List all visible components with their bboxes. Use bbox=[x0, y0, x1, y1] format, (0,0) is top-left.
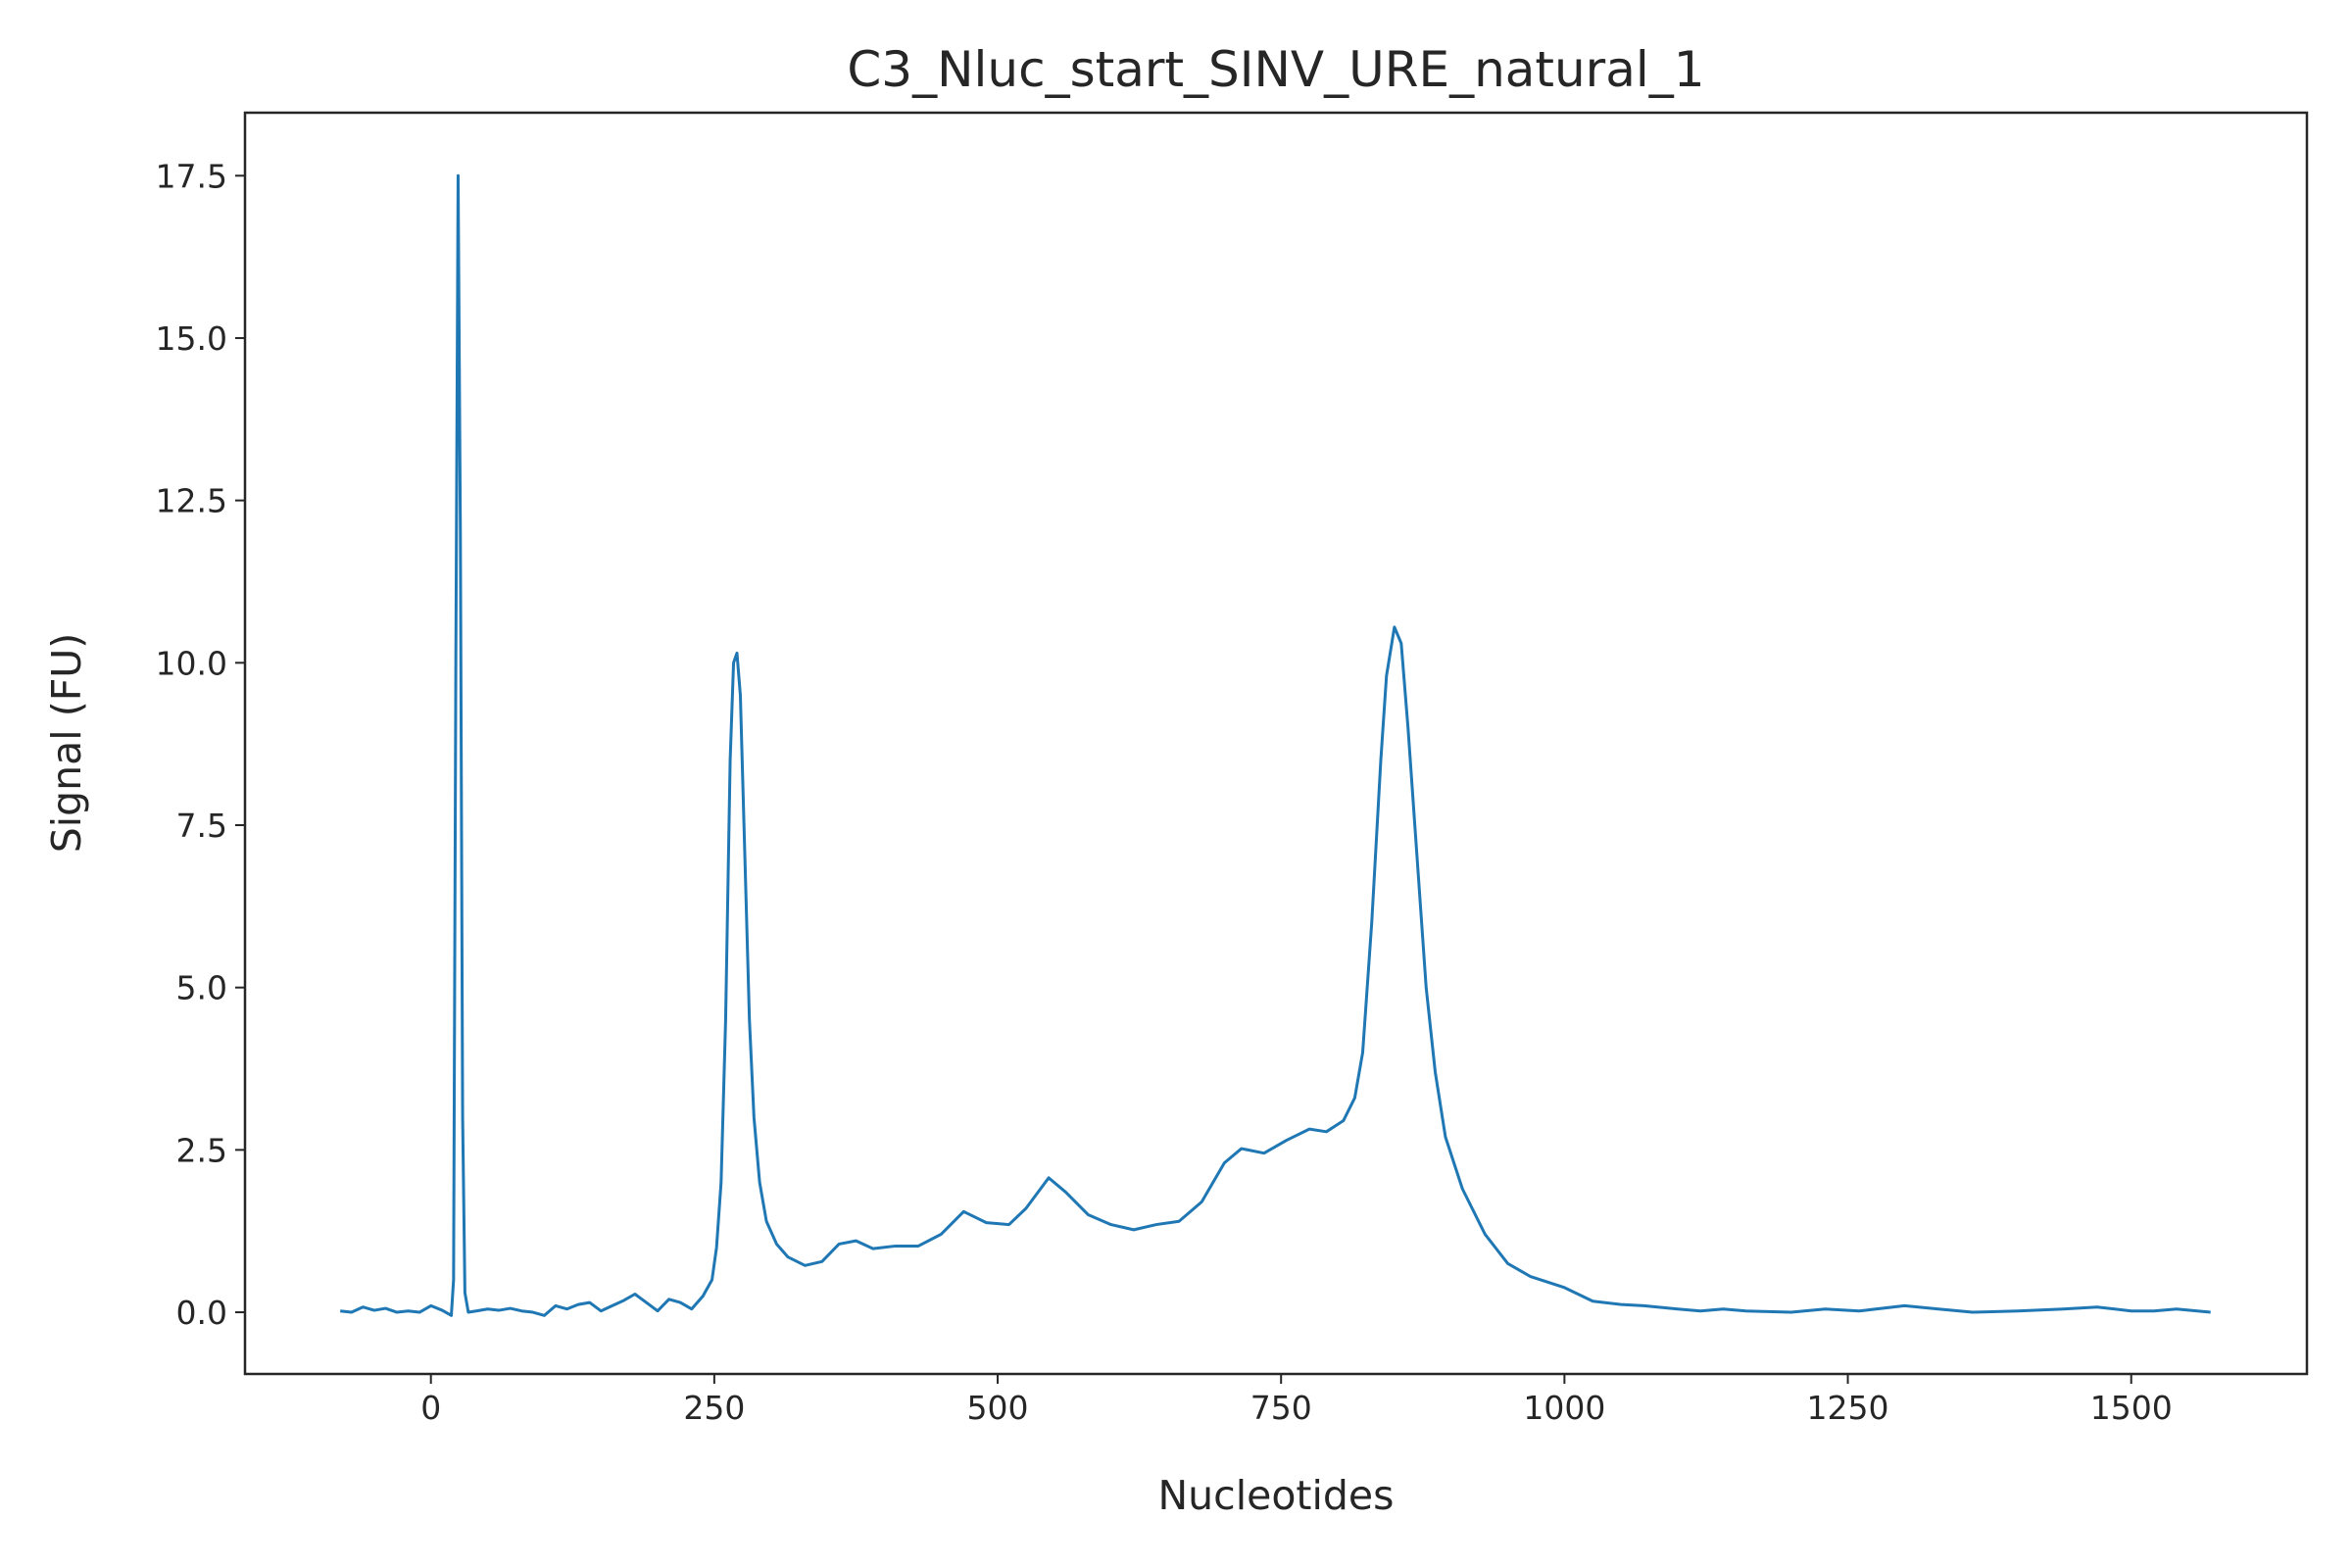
y-tick-label: 2.5 bbox=[176, 1131, 227, 1169]
plot-frame bbox=[243, 111, 2309, 1376]
y-tick-label: 15.0 bbox=[156, 319, 227, 358]
y-axis-label: Signal (FU) bbox=[43, 633, 90, 854]
x-tick-label: 500 bbox=[967, 1389, 1029, 1427]
y-tick-label: 17.5 bbox=[156, 157, 227, 195]
y-tick-label: 10.0 bbox=[156, 644, 227, 682]
chart-title: C3_Nluc_start_SINV_URE_natural_1 bbox=[847, 41, 1704, 98]
x-tick-label: 250 bbox=[683, 1389, 745, 1427]
x-tick-label: 0 bbox=[420, 1389, 441, 1427]
x-tick-label: 1250 bbox=[1807, 1389, 1889, 1427]
y-tick-label: 5.0 bbox=[176, 969, 227, 1007]
x-tick-label: 1000 bbox=[1523, 1389, 1605, 1427]
x-axis-label: Nucleotides bbox=[1158, 1472, 1395, 1519]
y-tick-label: 0.0 bbox=[176, 1294, 227, 1332]
y-tick-label: 12.5 bbox=[156, 482, 227, 520]
y-tick-label: 7.5 bbox=[176, 807, 227, 845]
x-tick-label: 1500 bbox=[2090, 1389, 2173, 1427]
data-line bbox=[339, 173, 2211, 1317]
x-tick-label: 750 bbox=[1250, 1389, 1312, 1427]
